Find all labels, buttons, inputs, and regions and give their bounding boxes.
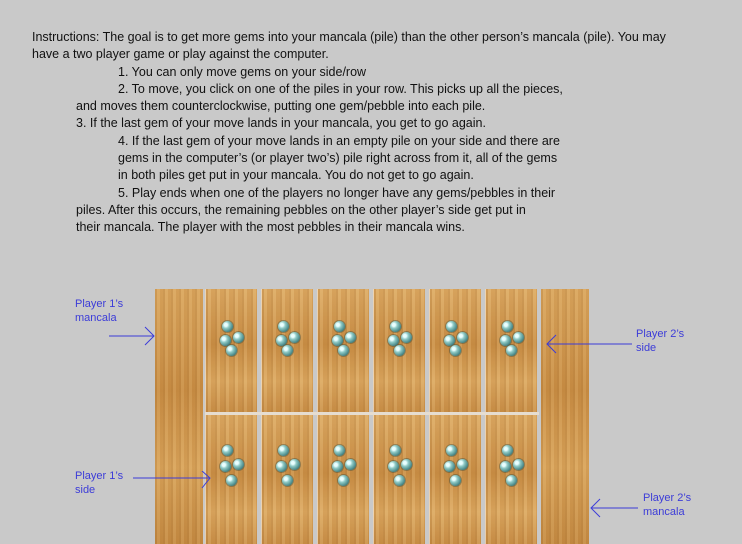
gem-icon (226, 345, 237, 356)
instruction-line: 5. Play ends when one of the players no … (118, 185, 556, 200)
gem-icon (276, 461, 287, 472)
gem-icon (282, 475, 293, 486)
gem-icon (394, 475, 405, 486)
gem-icon (233, 332, 244, 343)
gem-icon (334, 445, 345, 456)
gem-icon (450, 345, 461, 356)
player2-mancala-arrow-icon (590, 498, 638, 518)
gem-icon (332, 335, 343, 346)
player1-pit-1[interactable] (205, 415, 257, 544)
player1-side-label: Player 1’s side (75, 470, 124, 496)
gem-icon (278, 321, 289, 332)
gem-icon (338, 345, 349, 356)
instructions: Instructions: The goal is to get more ge… (32, 29, 722, 237)
gem-icon (401, 332, 412, 343)
instruction-line: in both piles get put in your mancala. Y… (118, 168, 474, 183)
gem-icon (513, 332, 524, 343)
gem-icon (502, 321, 513, 332)
gem-icon (334, 321, 345, 332)
instruction-line: piles. After this occurs, the remaining … (76, 202, 526, 217)
gem-icon (222, 321, 233, 332)
row-divider (205, 412, 539, 415)
player1-mancala (155, 289, 203, 544)
player2-pit-4[interactable] (373, 289, 425, 412)
player2-pit-3[interactable] (317, 289, 369, 412)
gem-icon (394, 345, 405, 356)
gem-icon (500, 335, 511, 346)
gem-icon (446, 321, 457, 332)
gem-icon (513, 459, 524, 470)
gem-icon (444, 335, 455, 346)
gem-icon (220, 335, 231, 346)
player1-pit-6[interactable] (485, 415, 537, 544)
instruction-line: 1. You can only move gems on your side/r… (118, 64, 367, 79)
player1-side-arrow-icon (133, 471, 211, 489)
instruction-line: 4. If the last gem of your move lands in… (118, 133, 560, 148)
player2-pit-6[interactable] (485, 289, 537, 412)
gem-icon (388, 335, 399, 346)
player1-pit-3[interactable] (317, 415, 369, 544)
player1-mancala-label: Player 1’s mancala (75, 298, 124, 324)
gem-icon (289, 332, 300, 343)
gem-icon (388, 461, 399, 472)
player1-pit-4[interactable] (373, 415, 425, 544)
gem-icon (444, 461, 455, 472)
instruction-line: 2. To move, you click on one of the pile… (118, 81, 563, 96)
player1-mancala-arrow-icon (109, 326, 155, 346)
player1-pit-5[interactable] (429, 415, 481, 544)
gem-icon (506, 475, 517, 486)
instruction-line: their mancala. The player with the most … (76, 220, 465, 235)
player2-pit-2[interactable] (261, 289, 313, 412)
gem-icon (220, 461, 231, 472)
gem-icon (502, 445, 513, 456)
gem-icon (233, 459, 244, 470)
gem-icon (500, 461, 511, 472)
gem-icon (332, 461, 343, 472)
instruction-line: 3. If the last gem of your move lands in… (76, 116, 486, 131)
gem-icon (390, 445, 401, 456)
gem-icon (506, 345, 517, 356)
gem-icon (450, 475, 461, 486)
instruction-line: Instructions: The goal is to get more ge… (32, 30, 666, 44)
gem-icon (390, 321, 401, 332)
player2-side-arrow-icon (546, 334, 632, 354)
player2-side-label: Player 2’s side (636, 328, 685, 354)
player2-pit-5[interactable] (429, 289, 481, 412)
gem-icon (282, 345, 293, 356)
instruction-line: have a two player game or play against t… (32, 47, 329, 62)
gem-icon (278, 445, 289, 456)
gem-icon (345, 332, 356, 343)
mancala-board (155, 289, 590, 544)
gem-icon (401, 459, 412, 470)
player2-mancala (541, 289, 589, 544)
gem-icon (446, 445, 457, 456)
player1-pit-2[interactable] (261, 415, 313, 544)
gem-icon (222, 445, 233, 456)
gem-icon (457, 459, 468, 470)
gem-icon (457, 332, 468, 343)
gem-icon (289, 459, 300, 470)
instruction-line: gems in the computer’s (or player two’s)… (118, 151, 558, 166)
gem-icon (345, 459, 356, 470)
instruction-line: and moves them counterclockwise, putting… (76, 99, 486, 114)
player2-mancala-label: Player 2’s mancala (643, 492, 692, 518)
player2-pit-1[interactable] (205, 289, 257, 412)
gem-icon (338, 475, 349, 486)
gem-icon (226, 475, 237, 486)
gem-icon (276, 335, 287, 346)
